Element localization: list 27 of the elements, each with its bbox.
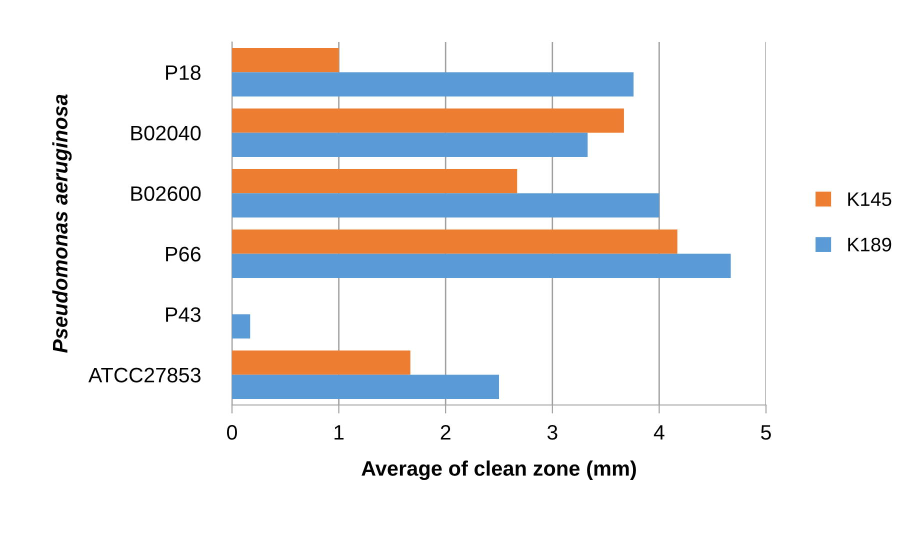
bar	[232, 72, 634, 96]
x-tick-label: 0	[227, 424, 237, 440]
y-tick-label: B02040	[131, 126, 201, 141]
x-tick-label: 2	[440, 424, 450, 440]
y-tick-label: ATCC27853	[88, 368, 201, 383]
x-tick-label: 5	[761, 425, 771, 440]
bar	[232, 230, 678, 254]
bar	[232, 193, 660, 218]
y-tick-label: B02600	[131, 186, 201, 202]
bar	[232, 48, 339, 72]
bar	[232, 314, 250, 338]
bar	[232, 108, 624, 133]
legend-label: K189	[848, 238, 892, 252]
bar	[232, 350, 410, 375]
bar	[232, 132, 588, 157]
y-tick-label: P43	[166, 307, 201, 322]
y-tick-label: P66	[166, 246, 201, 262]
x-tick-label: 1	[334, 425, 344, 440]
y-axis-title: Pseudomonas aeruginosa	[52, 94, 72, 353]
y-tick-label: P18	[166, 65, 201, 80]
legend-label: K145	[848, 192, 892, 206]
x-tick-label: 4	[654, 425, 664, 440]
bar	[232, 169, 518, 194]
x-tick-label: 3	[547, 424, 558, 440]
x-axis-title: Average of clean zone (mm)	[362, 460, 636, 480]
bar	[232, 374, 499, 399]
bar	[232, 254, 731, 278]
